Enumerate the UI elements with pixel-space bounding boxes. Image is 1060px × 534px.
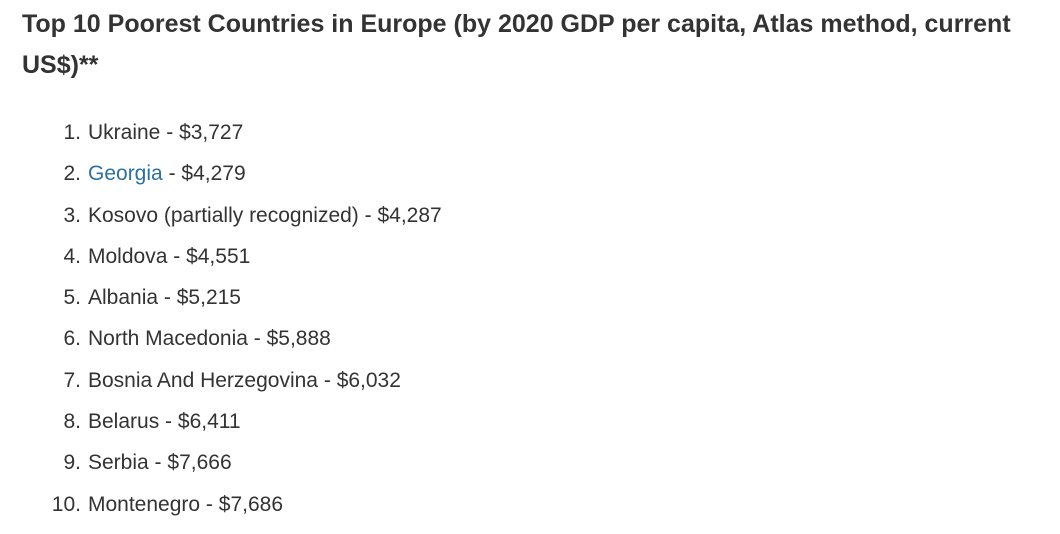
gdp-value: $6,411 — [177, 410, 241, 434]
gdp-value: $4,551 — [186, 244, 251, 268]
item-text: North Macedonia - $5,888 — [88, 318, 331, 359]
separator: - — [168, 162, 176, 186]
separator: - — [163, 286, 171, 310]
country-name: Albania — [88, 286, 159, 310]
list-item: 10. Montenegro - $7,686 — [0, 484, 442, 525]
item-number: 4. — [63, 244, 81, 268]
country-name: Serbia — [88, 451, 149, 475]
item-number: 7. — [63, 368, 81, 392]
country-name: Kosovo (partially recognized) — [88, 203, 359, 227]
item-number: 10. — [51, 492, 81, 516]
country-name: North Macedonia — [88, 327, 248, 351]
gdp-value: $4,279 — [181, 162, 246, 186]
item-text: Belarus - $6,411 — [88, 401, 241, 442]
list-item: 2. Georgia - $4,279 — [0, 153, 442, 194]
item-number: 8. — [63, 410, 81, 434]
list-item: 3. Kosovo (partially recognized) - $4,287 — [0, 195, 442, 236]
item-text: Ukraine - $3,727 — [88, 112, 243, 153]
list-item: 9. Serbia - $7,666 — [0, 442, 442, 483]
item-number: 9. — [63, 451, 81, 475]
gdp-value: $7,666 — [167, 451, 232, 475]
country-name[interactable]: Georgia — [88, 162, 163, 186]
item-number: 6. — [63, 327, 81, 351]
country-name: Bosnia And Herzegovina — [88, 368, 318, 392]
country-name: Ukraine — [88, 121, 161, 144]
item-text: Georgia - $4,279 — [88, 153, 246, 194]
country-name: Montenegro — [88, 492, 201, 516]
separator: - — [166, 121, 174, 144]
item-text: Albania - $5,215 — [88, 277, 241, 318]
item-text: Serbia - $7,666 — [88, 442, 232, 483]
gdp-value: $4,287 — [377, 203, 442, 227]
list-item: 1. Ukraine - $3,727 — [0, 112, 442, 153]
separator: - — [154, 451, 162, 475]
gdp-value: $5,215 — [176, 286, 241, 310]
separator: - — [165, 410, 173, 434]
item-text: Moldova - $4,551 — [88, 236, 250, 277]
separator: - — [205, 492, 213, 516]
item-text: Montenegro - $7,686 — [88, 484, 283, 525]
gdp-value: $7,686 — [218, 492, 283, 516]
separator: - — [323, 368, 331, 392]
separator: - — [253, 327, 261, 351]
ranked-list: 1. Ukraine - $3,727 2. Georgia - $4,279 3. Ko… — [0, 112, 442, 525]
gdp-value: $6,032 — [336, 368, 401, 392]
title: Top 10 Poorest Countries in Europe (by 2… — [22, 10, 1011, 79]
gdp-value: $3,727 — [179, 121, 244, 144]
separator: - — [173, 244, 181, 268]
item-text: Bosnia And Herzegovina - $6,032 — [88, 360, 401, 401]
list-item: 5. Albania - $5,215 — [0, 277, 442, 318]
separator: - — [364, 203, 372, 227]
list-item: 8. Belarus - $6,411 — [0, 401, 442, 442]
list-item: 6. North Macedonia - $5,888 — [0, 318, 442, 359]
gdp-value: $5,888 — [266, 327, 331, 351]
country-name: Moldova — [88, 244, 168, 268]
item-text: Kosovo (partially recognized) - $4,287 — [88, 195, 442, 236]
item-number: 3. — [63, 203, 81, 227]
list-item: 7. Bosnia And Herzegovina - $6,032 — [0, 360, 442, 401]
country-name: Belarus — [88, 410, 160, 434]
list-item: 4. Moldova - $4,551 — [0, 236, 442, 277]
item-number: 5. — [63, 286, 81, 310]
item-number: 1. — [63, 121, 81, 144]
item-number: 2. — [63, 162, 81, 186]
